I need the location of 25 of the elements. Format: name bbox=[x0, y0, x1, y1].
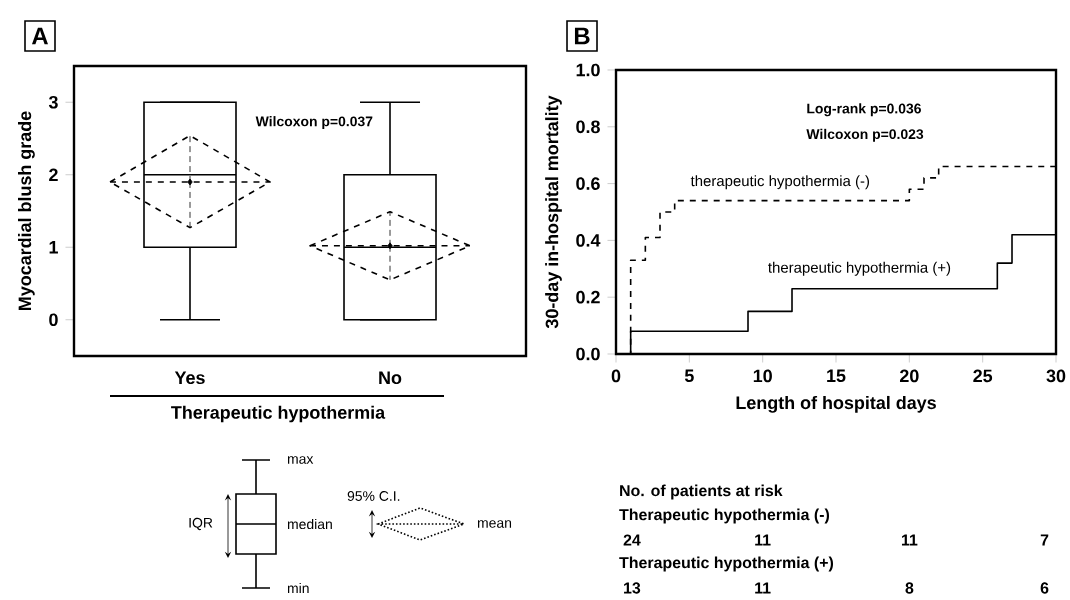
x-axis-title: Therapeutic hypothermia bbox=[171, 405, 386, 423]
y-axis-title: Myocardial blush grade bbox=[18, 111, 35, 310]
y-tick-label: 1.0 bbox=[576, 63, 600, 77]
x-tick-label: 10 bbox=[753, 369, 772, 383]
x-tick-label: 20 bbox=[899, 369, 919, 383]
x-tick-label: 30 bbox=[1046, 369, 1066, 383]
chart-title: A bbox=[31, 27, 48, 45]
y-axis-title: 30-day in-hospital mortality bbox=[545, 95, 562, 329]
y-tick-label: 0.4 bbox=[576, 234, 601, 247]
chart-title: B bbox=[574, 27, 590, 45]
x-axis-title: Length of hospital days bbox=[736, 395, 936, 413]
y-tick-label: 0.0 bbox=[576, 347, 600, 361]
x-tick-label: 0 bbox=[611, 369, 621, 383]
x-tick-label: Yes bbox=[174, 371, 205, 385]
x-tick-label: 5 bbox=[684, 369, 694, 383]
y-tick-label: 0 bbox=[49, 313, 58, 327]
y-tick-label: 0.8 bbox=[576, 120, 600, 134]
x-tick-label: No bbox=[379, 371, 402, 385]
x-tick-label: 25 bbox=[973, 369, 993, 383]
y-tick-label: 3 bbox=[48, 95, 58, 109]
y-tick-label: 1 bbox=[49, 241, 58, 254]
x-tick-label: 15 bbox=[827, 369, 846, 383]
y-tick-label: 0.2 bbox=[576, 290, 600, 304]
y-tick-label: 0.6 bbox=[576, 177, 600, 190]
y-tick-label: 2 bbox=[49, 168, 58, 182]
